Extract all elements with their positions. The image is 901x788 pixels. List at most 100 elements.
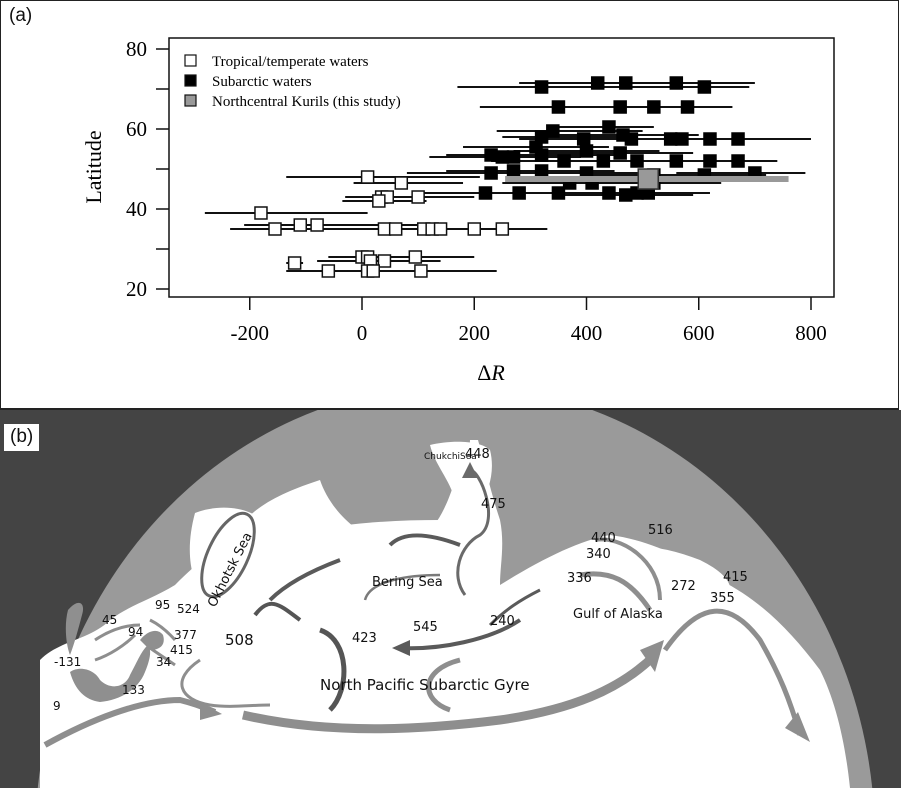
- x-tick-label: 800: [795, 321, 827, 345]
- data-point: [613, 146, 627, 160]
- data-point: [408, 250, 423, 264]
- data-point: [433, 222, 448, 236]
- data-point: [372, 194, 386, 208]
- delta-r-value-label: 448: [465, 447, 490, 462]
- legend-label: Subarctic waters: [212, 74, 312, 90]
- data-point: [703, 132, 717, 146]
- chukchi-sea: [430, 441, 492, 515]
- y-axis-label: Latitude: [81, 130, 106, 203]
- data-point: [731, 132, 745, 146]
- chart-series: [204, 76, 811, 278]
- x-tick-label: 600: [683, 321, 715, 345]
- data-point: [388, 222, 403, 236]
- gulf-of-alaska: [560, 546, 731, 640]
- data-point: [293, 218, 308, 232]
- data-point: [619, 76, 633, 90]
- japan-islands: [70, 645, 151, 702]
- legend-swatch: [184, 54, 197, 67]
- data-point: [534, 80, 549, 94]
- delta-r-value-label: 524: [177, 602, 200, 616]
- data-point: [613, 100, 627, 114]
- x-tick-label: 0: [357, 321, 368, 345]
- data-point: [619, 188, 633, 202]
- delta-r-value-label: 240: [490, 614, 515, 629]
- delta-r-value-label: 377: [174, 628, 197, 642]
- data-point: [669, 154, 684, 168]
- delta-r-value-label: 340: [586, 547, 611, 562]
- delta-r-value-label: 508: [225, 631, 254, 649]
- delta-r-value-label: -131: [54, 655, 81, 669]
- data-point: [411, 190, 425, 204]
- delta-r-value-label: 355: [710, 591, 735, 606]
- data-point: [602, 186, 616, 200]
- delta-r-value-label: 272: [671, 579, 696, 594]
- data-point: [377, 254, 392, 268]
- label-north-pacific-gyre: North Pacific Subarctic Gyre: [320, 676, 530, 694]
- data-point: [254, 206, 268, 220]
- data-point: [287, 256, 302, 270]
- data-point: [663, 132, 678, 146]
- korea-peninsula: [65, 602, 84, 655]
- data-point: [506, 164, 521, 178]
- data-point: [637, 168, 659, 190]
- data-point: [495, 222, 510, 236]
- data-point: [669, 76, 684, 90]
- chart-axes: 20 40 60 80 -200 0 200 400 600 800: [126, 37, 835, 345]
- data-point: [484, 166, 498, 180]
- x-tick-label: 200: [459, 321, 491, 345]
- delta-r-value-label: 415: [723, 570, 748, 585]
- data-point: [697, 80, 712, 94]
- data-point: [680, 100, 695, 114]
- delta-r-value-label: 440: [591, 531, 616, 546]
- delta-r-value-label: 336: [567, 571, 592, 586]
- chart-legend: Tropical/temperate waters Subarctic water…: [184, 54, 401, 110]
- delta-r-value-label: 516: [648, 523, 673, 538]
- panel-a-chart: (a) 20 40 60 80 -200 0 200 400 600 800 Tropical/t…: [0, 0, 899, 410]
- bering-sea: [278, 520, 490, 640]
- delta-r-value-label: 423: [352, 631, 377, 646]
- data-point: [647, 100, 661, 114]
- delta-r-value-label: 415: [170, 643, 193, 657]
- delta-r-value-label: 545: [413, 620, 438, 635]
- legend-swatch: [184, 74, 197, 87]
- panel-b-label: (b): [4, 424, 40, 451]
- data-point: [268, 222, 282, 236]
- data-point: [366, 264, 380, 278]
- delta-r-value-label: 475: [481, 497, 506, 512]
- data-point: [377, 222, 392, 236]
- delta-r-value-label: 94: [128, 625, 143, 639]
- delta-r-value-label: 45: [102, 613, 117, 627]
- data-point: [467, 222, 481, 236]
- data-point: [394, 176, 409, 190]
- data-point: [596, 154, 611, 168]
- y-tick-label: 60: [126, 117, 147, 141]
- delta-r-value-label: 95: [155, 598, 170, 612]
- data-point: [546, 124, 560, 138]
- data-point: [675, 132, 689, 146]
- data-point: [624, 132, 639, 146]
- data-point: [478, 186, 493, 200]
- data-point: [506, 150, 521, 164]
- data-point: [310, 218, 324, 232]
- data-point: [534, 148, 549, 162]
- legend-label: Tropical/temperate waters: [212, 54, 369, 70]
- plot-frame: [168, 37, 835, 298]
- data-point: [551, 100, 566, 114]
- chart-plot: 20 40 60 80 -200 0 200 400 600 800 Tropical/tempe…: [81, 37, 835, 385]
- data-point: [360, 170, 375, 184]
- data-point: [534, 164, 549, 178]
- data-point: [414, 264, 428, 278]
- x-axis-label: ΔR: [477, 360, 505, 385]
- data-point: [602, 120, 616, 134]
- data-point: [495, 150, 510, 164]
- data-point: [703, 154, 717, 168]
- delta-r-value-label: 133: [122, 683, 145, 697]
- label-gulf-of-alaska: Gulf of Alaska: [573, 607, 663, 622]
- ocean-currents: [43, 462, 810, 748]
- hokkaido-island: [140, 630, 164, 650]
- y-tick-label: 20: [126, 277, 147, 301]
- delta-r-value-label: 9: [53, 699, 61, 713]
- panel-a-label: (a): [9, 5, 33, 26]
- label-chukchi-sea: ChukchiSea: [424, 452, 477, 462]
